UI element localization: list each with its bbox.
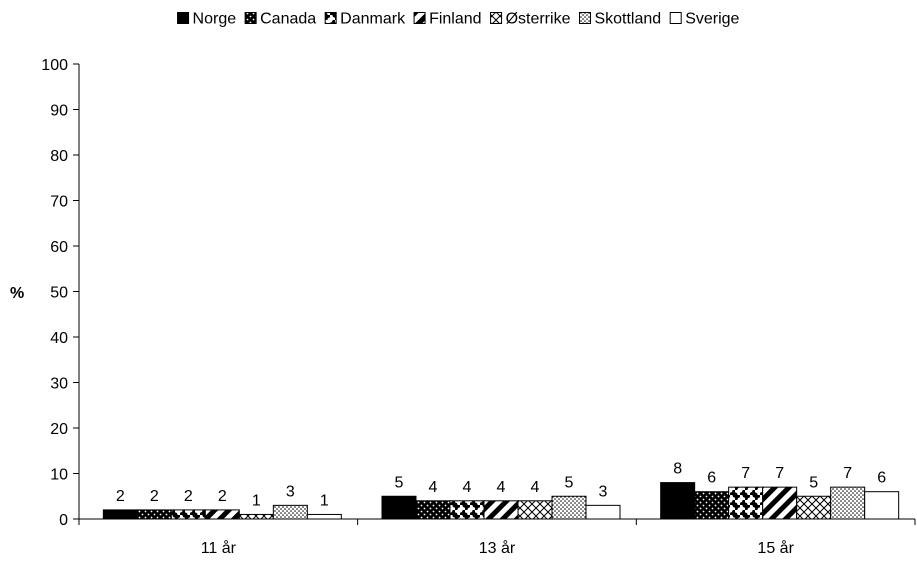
legend-swatch	[490, 12, 503, 24]
y-tick-label: 20	[50, 421, 68, 438]
legend: Norge Canada Danmark Finland Østerrike Skottl…	[177, 11, 740, 28]
x-axis: 11 år 13 år 15 år	[78, 518, 916, 557]
data-label-skottland-13-r: 5	[565, 474, 574, 491]
data-label-finland-13-r: 4	[497, 479, 506, 496]
data-label-canada-11-r: 2	[150, 488, 159, 505]
data-label-norge-13-r: 5	[395, 474, 404, 491]
legend-label: Østerrike	[506, 11, 571, 28]
data-label-canada-13-r: 4	[429, 479, 438, 496]
bar-norge-11-r	[102, 509, 138, 520]
data-label-danmark-11-r: 2	[184, 488, 193, 505]
legend-label: Danmark	[340, 11, 406, 28]
legend-item-sterrike: Østerrike	[490, 11, 571, 28]
y-tick-label: 0	[59, 512, 68, 529]
bar-finland-13-r	[483, 500, 519, 520]
y-tick-label: 60	[50, 239, 68, 256]
y-tick-label: 50	[50, 285, 68, 302]
y-tick-label: 90	[50, 103, 68, 120]
legend-swatch	[324, 12, 337, 24]
data-label-sverige-11-r: 1	[320, 492, 329, 509]
legend-label: Skottland	[594, 11, 661, 28]
legend-item-finland: Finland	[413, 11, 482, 28]
data-label-sterrike-11-r: 1	[252, 492, 261, 509]
bar-canada-13-r	[415, 500, 451, 520]
data-label-sterrike-13-r: 4	[531, 479, 540, 496]
data-label-finland-15-r: 7	[775, 465, 784, 482]
bar-skottland-11-r	[272, 504, 308, 520]
bar-skottland-15-r	[830, 486, 866, 520]
y-tick-label: 40	[50, 330, 68, 347]
data-label-skottland-15-r: 7	[843, 465, 852, 482]
bar-sverige-15-r	[864, 491, 900, 520]
legend-label: Sverige	[685, 11, 739, 28]
bar-danmark-11-r	[170, 509, 206, 520]
bar-finland-15-r	[762, 486, 798, 520]
legend-item-canada: Canada	[244, 11, 316, 28]
data-label-danmark-15-r: 7	[741, 465, 750, 482]
data-label-norge-15-r: 8	[673, 461, 682, 478]
legend-item-norge: Norge	[177, 11, 237, 28]
legend-label: Finland	[429, 11, 481, 28]
legend-swatch	[413, 12, 426, 24]
legend-swatch	[669, 12, 682, 24]
bar-canada-11-r	[136, 509, 172, 520]
x-tick-label: 15 år	[757, 539, 794, 557]
x-tick-label: 11 år	[201, 539, 237, 557]
y-tick-label: 70	[50, 194, 68, 211]
y-tick-label: 80	[50, 148, 68, 165]
y-tick-label: 30	[50, 376, 68, 393]
bar-skottland-13-r	[551, 495, 587, 520]
bar-finland-11-r	[204, 509, 240, 520]
data-label-norge-11-r: 2	[116, 488, 125, 505]
bars	[102, 482, 900, 520]
data-label-sterrike-15-r: 5	[809, 474, 818, 491]
y-tick-label: 10	[50, 467, 68, 484]
data-labels: 2 2 2 2 1 3 1 5 4 4 4 4 5 3 8 6 7 7 5 7 6	[116, 461, 886, 510]
y-axis: 0 10 20 30 40 50 60 70 80 90 100	[41, 57, 80, 529]
data-label-sverige-13-r: 3	[599, 483, 608, 500]
bar-sverige-11-r	[306, 513, 342, 520]
legend-label: Canada	[260, 11, 316, 28]
x-tick-label: 13 år	[479, 539, 516, 557]
bar-norge-13-r	[381, 495, 417, 520]
data-label-skottland-11-r: 3	[286, 483, 295, 500]
bar-sverige-13-r	[585, 504, 621, 520]
legend-swatch	[578, 12, 591, 24]
legend-label: Norge	[193, 11, 237, 28]
bar-canada-15-r	[694, 491, 730, 520]
data-label-finland-11-r: 2	[218, 488, 227, 505]
legend-item-skottland: Skottland	[578, 11, 661, 28]
bar-sterrike-13-r	[517, 500, 553, 520]
data-label-canada-15-r: 6	[707, 470, 716, 487]
bar-danmark-15-r	[728, 486, 764, 520]
y-tick-label: 100	[41, 57, 68, 74]
legend-item-sverige: Sverige	[669, 11, 740, 28]
bar-norge-15-r	[660, 482, 696, 520]
bar-danmark-13-r	[449, 500, 485, 520]
y-axis-title: %	[10, 285, 24, 302]
bar-sterrike-11-r	[238, 513, 274, 520]
legend-swatch	[177, 12, 190, 24]
legend-swatch	[244, 12, 257, 24]
data-label-sverige-15-r: 6	[877, 470, 886, 487]
data-label-danmark-13-r: 4	[463, 479, 472, 496]
bar-sterrike-15-r	[796, 495, 832, 520]
legend-item-danmark: Danmark	[324, 11, 406, 28]
